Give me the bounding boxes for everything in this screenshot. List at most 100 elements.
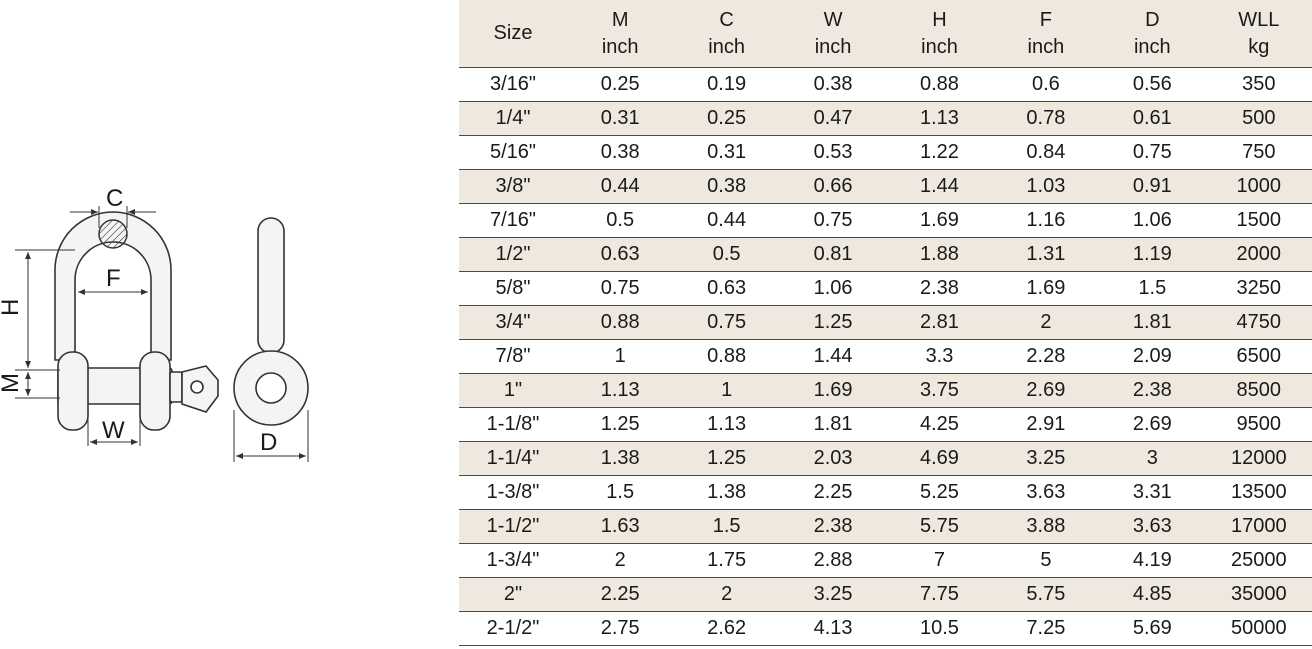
cell-h: 2.38 xyxy=(886,271,993,306)
cell-c: 0.44 xyxy=(673,203,780,238)
cell-size: 1-3/4" xyxy=(459,543,567,578)
cell-c: 2.62 xyxy=(673,611,780,646)
cell-c: 0.19 xyxy=(673,67,780,102)
cell-w: 1.81 xyxy=(779,407,887,442)
table-row: 3/16" 0.25 0.19 0.38 0.88 0.6 0.56 350 xyxy=(459,67,1312,102)
cell-m: 1.5 xyxy=(567,475,674,510)
cell-d: 2.09 xyxy=(1099,339,1206,374)
table-row: 7/8" 1 0.88 1.44 3.3 2.28 2.09 6500 xyxy=(459,339,1312,374)
cell-size: 7/16" xyxy=(459,203,567,238)
table-row: 1/4" 0.31 0.25 0.47 1.13 0.78 0.61 500 xyxy=(459,101,1312,136)
cell-wll: 8500 xyxy=(1205,373,1312,408)
cell-w: 1.44 xyxy=(779,339,887,374)
cell-f: 3.63 xyxy=(992,475,1100,510)
cell-f: 2.28 xyxy=(992,339,1100,374)
cell-f: 2.69 xyxy=(992,373,1100,408)
cell-w: 1.69 xyxy=(779,373,887,408)
cell-c: 1.75 xyxy=(673,543,780,578)
cell-h: 1.69 xyxy=(886,203,993,238)
cell-f: 3.25 xyxy=(992,441,1100,476)
column-header-wll: WLL kg xyxy=(1205,0,1312,68)
cell-h: 1.22 xyxy=(886,135,993,170)
cell-f: 0.6 xyxy=(992,67,1100,102)
cell-c: 1.25 xyxy=(673,441,780,476)
cell-wll: 350 xyxy=(1205,67,1312,102)
cell-c: 0.31 xyxy=(673,135,780,170)
cell-h: 3.75 xyxy=(886,373,993,408)
cell-d: 1.06 xyxy=(1099,203,1206,238)
dimension-lines xyxy=(15,206,309,462)
cell-c: 2 xyxy=(673,577,780,612)
cell-w: 3.25 xyxy=(779,577,887,612)
cell-f: 1.69 xyxy=(992,271,1100,306)
cell-size: 5/8" xyxy=(459,271,567,306)
cell-f: 7.25 xyxy=(992,611,1100,646)
cell-w: 0.38 xyxy=(779,67,887,102)
cell-d: 5.69 xyxy=(1099,611,1206,646)
cell-w: 4.13 xyxy=(779,611,887,646)
cell-f: 1.31 xyxy=(992,237,1100,272)
table-row: 5/16" 0.38 0.31 0.53 1.22 0.84 0.75 750 xyxy=(459,135,1312,170)
cell-size: 1-1/4" xyxy=(459,441,567,476)
cell-c: 0.75 xyxy=(673,305,780,340)
cell-wll: 9500 xyxy=(1205,407,1312,442)
cell-m: 0.88 xyxy=(567,305,674,340)
cell-size: 3/16" xyxy=(459,67,567,102)
dimension-arrows xyxy=(25,209,306,459)
table-row: 1-1/2" 1.63 1.5 2.38 5.75 3.88 3.63 17000 xyxy=(459,509,1312,544)
cell-m: 2.25 xyxy=(567,577,674,612)
column-header-size: Size xyxy=(459,0,567,68)
label-h: H xyxy=(0,299,24,316)
cell-f: 5 xyxy=(992,543,1100,578)
label-w: W xyxy=(102,417,125,444)
cell-m: 0.25 xyxy=(567,67,674,102)
table-row: 1-3/8" 1.5 1.38 2.25 5.25 3.63 3.31 13500 xyxy=(459,475,1312,510)
cell-c: 1.5 xyxy=(673,509,780,544)
cell-f: 2 xyxy=(992,305,1100,340)
cell-m: 0.38 xyxy=(567,135,674,170)
cell-wll: 17000 xyxy=(1205,509,1312,544)
cell-m: 0.75 xyxy=(567,271,674,306)
cell-c: 0.63 xyxy=(673,271,780,306)
cell-d: 1.5 xyxy=(1099,271,1206,306)
cell-wll: 2000 xyxy=(1205,237,1312,272)
pin-cross-section xyxy=(98,219,128,249)
cell-h: 2.81 xyxy=(886,305,993,340)
cell-w: 2.88 xyxy=(779,543,887,578)
cell-m: 1.38 xyxy=(567,441,674,476)
label-f: F xyxy=(106,265,121,292)
cell-w: 1.06 xyxy=(779,271,887,306)
cell-d: 1.81 xyxy=(1099,305,1206,340)
cell-wll: 1000 xyxy=(1205,169,1312,204)
cell-wll: 1500 xyxy=(1205,203,1312,238)
cell-wll: 750 xyxy=(1205,135,1312,170)
cell-w: 2.38 xyxy=(779,509,887,544)
cell-wll: 4750 xyxy=(1205,305,1312,340)
cell-w: 0.75 xyxy=(779,203,887,238)
cell-h: 4.25 xyxy=(886,407,993,442)
cell-size: 1-1/8" xyxy=(459,407,567,442)
cell-w: 0.81 xyxy=(779,237,887,272)
cell-c: 0.38 xyxy=(673,169,780,204)
label-c: C xyxy=(106,185,123,212)
cell-m: 0.5 xyxy=(567,203,674,238)
cell-m: 0.31 xyxy=(567,101,674,136)
cell-w: 0.66 xyxy=(779,169,887,204)
cell-size: 1-1/2" xyxy=(459,509,567,544)
table-row: 1-3/4" 2 1.75 2.88 7 5 4.19 25000 xyxy=(459,543,1312,578)
cell-w: 2.25 xyxy=(779,475,887,510)
cell-h: 1.44 xyxy=(886,169,993,204)
cell-m: 1.63 xyxy=(567,509,674,544)
table-row: 7/16" 0.5 0.44 0.75 1.69 1.16 1.06 1500 xyxy=(459,203,1312,238)
cell-d: 4.85 xyxy=(1099,577,1206,612)
cell-m: 2.75 xyxy=(567,611,674,646)
table-body: 3/16" 0.25 0.19 0.38 0.88 0.6 0.56 350 1/4" 0.31 0… xyxy=(459,67,1312,646)
cell-wll: 35000 xyxy=(1205,577,1312,612)
cell-size: 5/16" xyxy=(459,135,567,170)
cell-h: 7 xyxy=(886,543,993,578)
cell-f: 2.91 xyxy=(992,407,1100,442)
